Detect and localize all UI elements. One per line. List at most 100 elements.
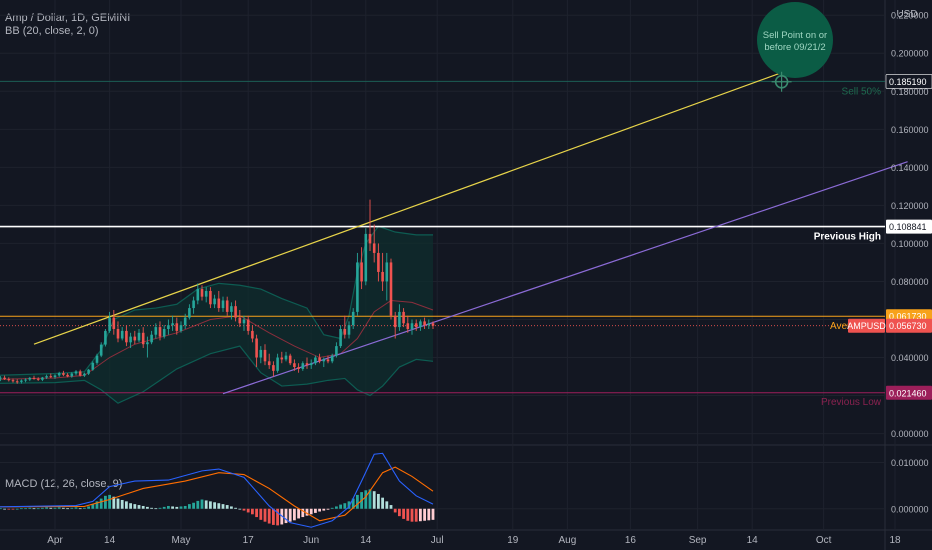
macd-tick-label[interactable]: 0.010000 bbox=[891, 458, 929, 468]
macd-histogram-bar bbox=[78, 508, 82, 510]
sell-bubble[interactable] bbox=[757, 2, 833, 78]
candle bbox=[36, 377, 40, 381]
candle-body bbox=[272, 365, 275, 371]
candle bbox=[246, 315, 250, 335]
candle bbox=[251, 325, 254, 343]
candle-body bbox=[209, 290, 212, 305]
time-tick-label[interactable]: Jul bbox=[431, 535, 444, 546]
bb-indicator-legend[interactable]: BB (20, close, 2, 0) bbox=[5, 25, 99, 37]
candle bbox=[15, 379, 19, 384]
candle-body bbox=[393, 315, 397, 328]
candle-body bbox=[217, 298, 221, 309]
price-axis[interactable]: USD 0.0000000.0200000.0400000.0600000.08… bbox=[885, 9, 932, 514]
macd-histogram-bar bbox=[104, 495, 107, 509]
candle-body bbox=[146, 342, 149, 345]
time-tick-label[interactable]: 14 bbox=[104, 535, 116, 546]
macd-histogram-bar bbox=[129, 503, 132, 509]
candle-body bbox=[335, 346, 338, 356]
candle-body bbox=[0, 377, 2, 379]
price-tick-label[interactable]: 0.160000 bbox=[891, 125, 929, 135]
time-tick-label[interactable]: 14 bbox=[747, 535, 759, 546]
price-tick-label[interactable]: 0.100000 bbox=[891, 239, 929, 249]
candle bbox=[154, 323, 158, 339]
time-tick-label[interactable]: Apr bbox=[47, 535, 63, 546]
average-level-price-label[interactable]: 0.061730 bbox=[889, 312, 927, 322]
macd-histogram-bar bbox=[32, 508, 36, 510]
time-tick-label[interactable]: 19 bbox=[507, 535, 519, 546]
price-tick-label[interactable]: 0.000000 bbox=[891, 429, 929, 439]
candle bbox=[238, 309, 242, 328]
candle-body bbox=[389, 262, 393, 316]
macd-histogram-bar bbox=[225, 505, 229, 509]
time-tick-label[interactable]: May bbox=[172, 535, 191, 546]
price-tick-label[interactable]: 0.080000 bbox=[891, 277, 929, 287]
candle bbox=[116, 321, 120, 343]
candle-body bbox=[276, 357, 279, 371]
macd-histogram-bar bbox=[410, 508, 414, 522]
macd-histogram-bar bbox=[263, 508, 267, 522]
candle-body bbox=[423, 321, 426, 326]
macd-histogram-bar bbox=[406, 508, 410, 521]
currency-label[interactable]: USD bbox=[896, 9, 917, 20]
candle-body bbox=[230, 306, 233, 312]
sell-level-price-label[interactable]: 0.185190 bbox=[889, 77, 927, 87]
time-tick-label[interactable]: 17 bbox=[243, 535, 255, 546]
macd-histogram-bar bbox=[28, 507, 32, 509]
previous-high-level-price-label[interactable]: 0.108841 bbox=[889, 222, 927, 232]
candle bbox=[259, 346, 263, 364]
price-tick-label[interactable]: 0.180000 bbox=[891, 87, 929, 97]
candle-body bbox=[53, 375, 57, 378]
lower-trendline[interactable] bbox=[222, 161, 908, 395]
macd-histogram-bar bbox=[125, 501, 128, 509]
time-tick-label[interactable]: Aug bbox=[559, 535, 577, 546]
candle bbox=[276, 353, 279, 373]
candle bbox=[217, 290, 221, 312]
candle-body bbox=[343, 328, 347, 335]
horizontal-levels[interactable]: Sell 50% Previous High Previous Low AveraAM… bbox=[0, 80, 886, 408]
macd-histogram-bar bbox=[188, 504, 191, 509]
macd-tick-label[interactable]: 0.000000 bbox=[891, 504, 929, 514]
previous-low-level-price-label[interactable]: 0.021460 bbox=[889, 388, 927, 398]
macd-histogram-bar bbox=[192, 502, 195, 509]
time-axis[interactable]: Apr 14 May 17 Jun 14 Jul 19 Aug 16 Sep 14 Oct 18 bbox=[47, 535, 901, 546]
last-price-label[interactable]: 0.056730 bbox=[889, 321, 927, 331]
candle bbox=[209, 287, 212, 309]
candle-body bbox=[83, 373, 86, 376]
time-tick-label[interactable]: Oct bbox=[816, 535, 832, 546]
time-tick-label[interactable]: 18 bbox=[889, 535, 901, 546]
macd-histogram-bar bbox=[314, 508, 317, 513]
last-price-tag bbox=[886, 318, 932, 333]
price-tick-label[interactable]: 0.220000 bbox=[891, 11, 929, 21]
candle bbox=[53, 374, 57, 379]
candle bbox=[402, 308, 405, 328]
symbol-tag-label[interactable]: AMPUSD bbox=[847, 321, 886, 331]
candle-body bbox=[410, 323, 414, 329]
candle bbox=[62, 370, 65, 377]
time-tick-label[interactable]: Jun bbox=[303, 535, 319, 546]
macd-histogram-bar bbox=[318, 508, 321, 512]
price-tick-label[interactable]: 0.120000 bbox=[891, 201, 929, 211]
candle bbox=[32, 375, 36, 380]
price-tick-label[interactable]: 0.040000 bbox=[891, 353, 929, 363]
candle-body bbox=[213, 298, 216, 305]
macd-histogram-bar bbox=[309, 508, 313, 515]
time-tick-label[interactable]: Sep bbox=[689, 535, 707, 546]
macd-histogram-bar bbox=[402, 508, 405, 519]
candle-body bbox=[70, 373, 74, 377]
candle-body bbox=[171, 323, 174, 326]
candle bbox=[78, 369, 82, 377]
time-tick-label[interactable]: 14 bbox=[360, 535, 372, 546]
macd-histogram-bar bbox=[83, 507, 86, 509]
candle bbox=[192, 296, 195, 314]
price-tick-label[interactable]: 0.200000 bbox=[891, 49, 929, 59]
macd-indicator-legend[interactable]: MACD (12, 26, close, 9) bbox=[5, 478, 123, 490]
time-tick-label[interactable]: 16 bbox=[625, 535, 637, 546]
candle bbox=[200, 285, 204, 301]
candle-body bbox=[351, 311, 355, 326]
price-tick-label[interactable]: 0.140000 bbox=[891, 163, 929, 173]
macd-histogram-bar bbox=[343, 503, 347, 509]
upper-trendline[interactable] bbox=[33, 65, 799, 345]
candle-body bbox=[167, 325, 170, 329]
